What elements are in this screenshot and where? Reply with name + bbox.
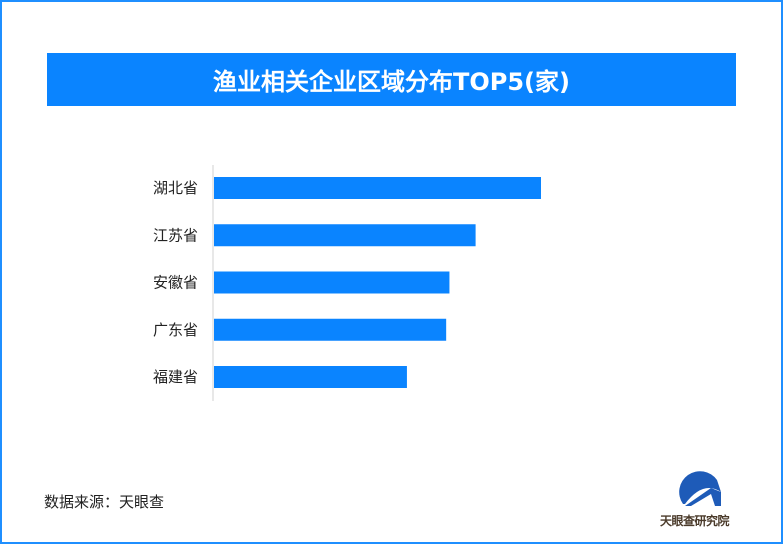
bar-1 [214,224,476,247]
bar-0 [214,177,541,199]
chart-title: 渔业相关企业区域分布TOP5(家) [47,53,736,106]
bar-4 [214,366,407,388]
category-label: 湖北省 [153,179,198,197]
bar-2 [214,271,450,294]
logo-text: 天眼查研究院 [660,514,730,528]
category-label: 广东省 [153,321,198,339]
category-label: 安徽省 [153,274,198,292]
tianyancha-logo-icon [679,471,721,506]
bar-3 [214,318,447,341]
category-label: 福建省 [153,368,198,386]
category-label: 江苏省 [153,226,198,244]
data-source: 数据来源：天眼查 [44,493,165,511]
